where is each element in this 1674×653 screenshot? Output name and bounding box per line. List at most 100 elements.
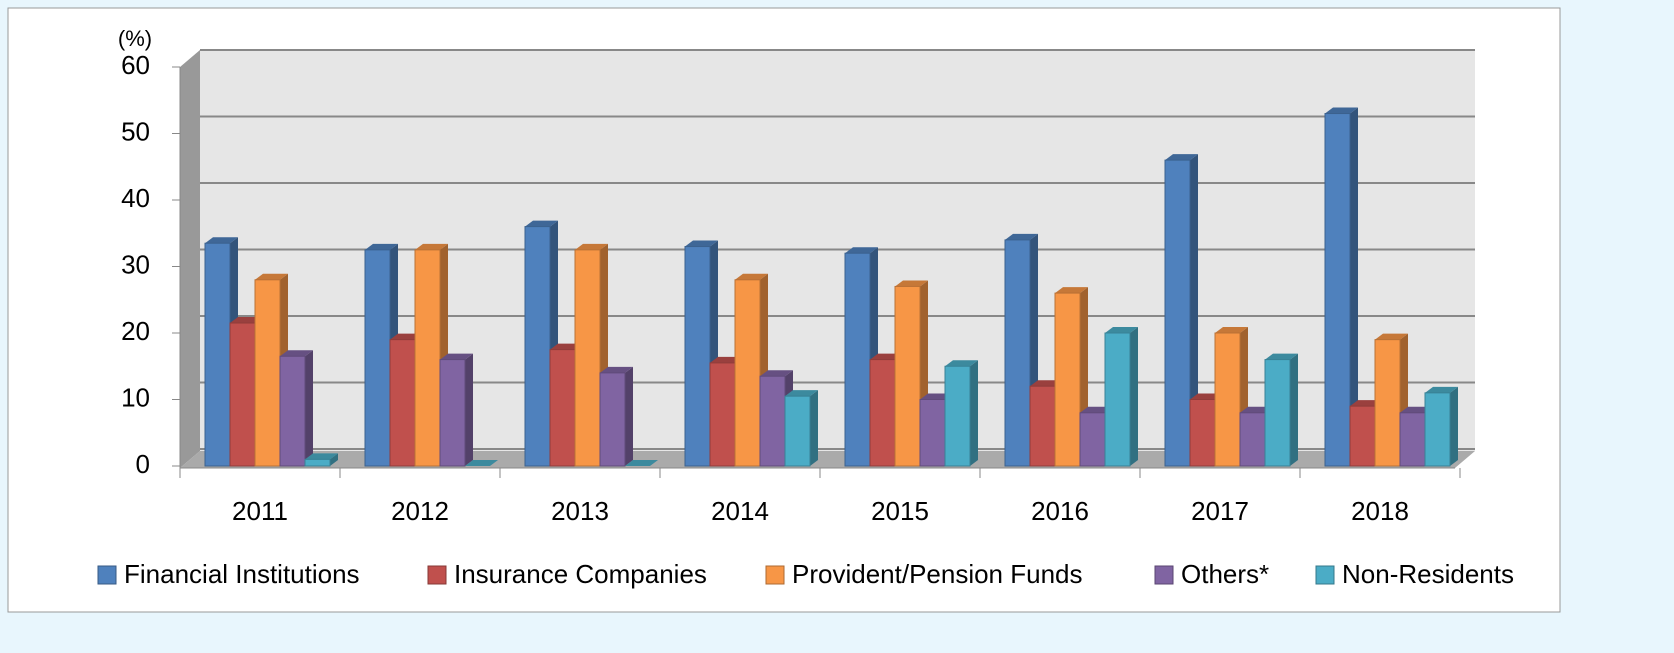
bar (844, 252, 871, 467)
y-tick-label: 10 (121, 382, 150, 412)
bar-top (280, 350, 313, 357)
bar (204, 242, 231, 467)
bar-top (945, 360, 978, 367)
x-tick-label: 2013 (551, 496, 609, 526)
legend-swatch (427, 565, 447, 585)
y-tick-label: 30 (121, 249, 150, 279)
bar-top (1105, 327, 1138, 333)
legend-swatch (765, 565, 785, 585)
bar (1324, 113, 1351, 467)
bar (1374, 339, 1401, 467)
bar (1214, 332, 1241, 467)
bar (229, 322, 256, 467)
bar (414, 249, 441, 467)
bar (574, 249, 601, 467)
legend-swatch (1154, 565, 1174, 585)
y-tick-label: 0 (136, 449, 150, 479)
bar-side (305, 350, 313, 466)
bar-top (365, 243, 398, 250)
bar-side (1450, 386, 1458, 466)
bar (944, 365, 971, 467)
bar-top (255, 273, 288, 280)
bar-top (685, 240, 718, 247)
bar-side (810, 390, 818, 466)
bar-top (845, 247, 878, 254)
bar (1424, 392, 1451, 467)
bar (279, 355, 306, 467)
bar-side (465, 353, 473, 466)
bar-top (305, 453, 338, 460)
bar (784, 395, 811, 467)
bar (1399, 412, 1426, 467)
bar (389, 339, 416, 467)
x-tick-label: 2014 (711, 496, 769, 526)
y-tick-label: 50 (121, 116, 150, 146)
bar-side (1190, 154, 1198, 466)
bar (1164, 159, 1191, 467)
bar (894, 285, 921, 467)
bar-top (440, 353, 473, 360)
bar-side (625, 366, 633, 466)
legend-swatch (97, 565, 117, 585)
y-tick-label: 60 (121, 50, 150, 80)
bar-top (1325, 107, 1358, 114)
bar-top (1375, 333, 1408, 340)
bar-top (575, 243, 608, 250)
bar-top (760, 370, 793, 377)
bar (1189, 399, 1216, 467)
legend-label: Non-Residents (1342, 559, 1514, 589)
bar-top (205, 237, 238, 244)
bar-top (1425, 386, 1458, 393)
bar (1029, 385, 1056, 467)
left-wall (180, 50, 200, 468)
bar (759, 375, 786, 467)
x-tick-label: 2017 (1191, 496, 1249, 526)
bar-top (415, 243, 448, 250)
bar (1054, 292, 1081, 467)
bar-top (1265, 353, 1298, 360)
x-tick-label: 2011 (232, 496, 288, 526)
bar-top (785, 390, 818, 397)
x-tick-label: 2015 (871, 496, 929, 526)
bar (709, 362, 736, 467)
bar-top (1055, 287, 1088, 294)
x-tick-label: 2018 (1351, 496, 1409, 526)
bar (1079, 412, 1106, 467)
y-unit-label: (%) (118, 26, 152, 51)
legend-label: Financial Institutions (124, 559, 360, 589)
bar (364, 249, 391, 467)
bar-side (1290, 353, 1298, 466)
bar (1239, 412, 1266, 467)
bar (439, 359, 466, 467)
bar-side (970, 360, 978, 466)
bar (869, 359, 896, 467)
bar-side (1130, 327, 1138, 466)
bar-top (625, 460, 658, 466)
bar-side (330, 453, 338, 466)
legend-swatch (1315, 565, 1335, 585)
x-tick-label: 2012 (391, 496, 449, 526)
bar (254, 279, 281, 467)
bar (684, 246, 711, 467)
legend-label: Provident/Pension Funds (792, 559, 1083, 589)
bar (1104, 332, 1131, 467)
bar (549, 349, 576, 467)
bar (599, 372, 626, 467)
bar-top (465, 460, 498, 466)
bar-side (1350, 107, 1358, 467)
bar-top (1215, 327, 1248, 333)
bar (1004, 239, 1031, 467)
bar-top (1005, 233, 1038, 240)
bar-top (895, 280, 928, 287)
floor (180, 451, 1475, 468)
bar (304, 458, 331, 467)
bar (524, 226, 551, 467)
bar-top (735, 273, 768, 280)
bar (919, 399, 946, 467)
legend-label: Insurance Companies (454, 559, 707, 589)
bar-top (525, 220, 558, 227)
bar (1349, 405, 1376, 467)
bar-top (1165, 154, 1198, 161)
bar (1264, 359, 1291, 467)
